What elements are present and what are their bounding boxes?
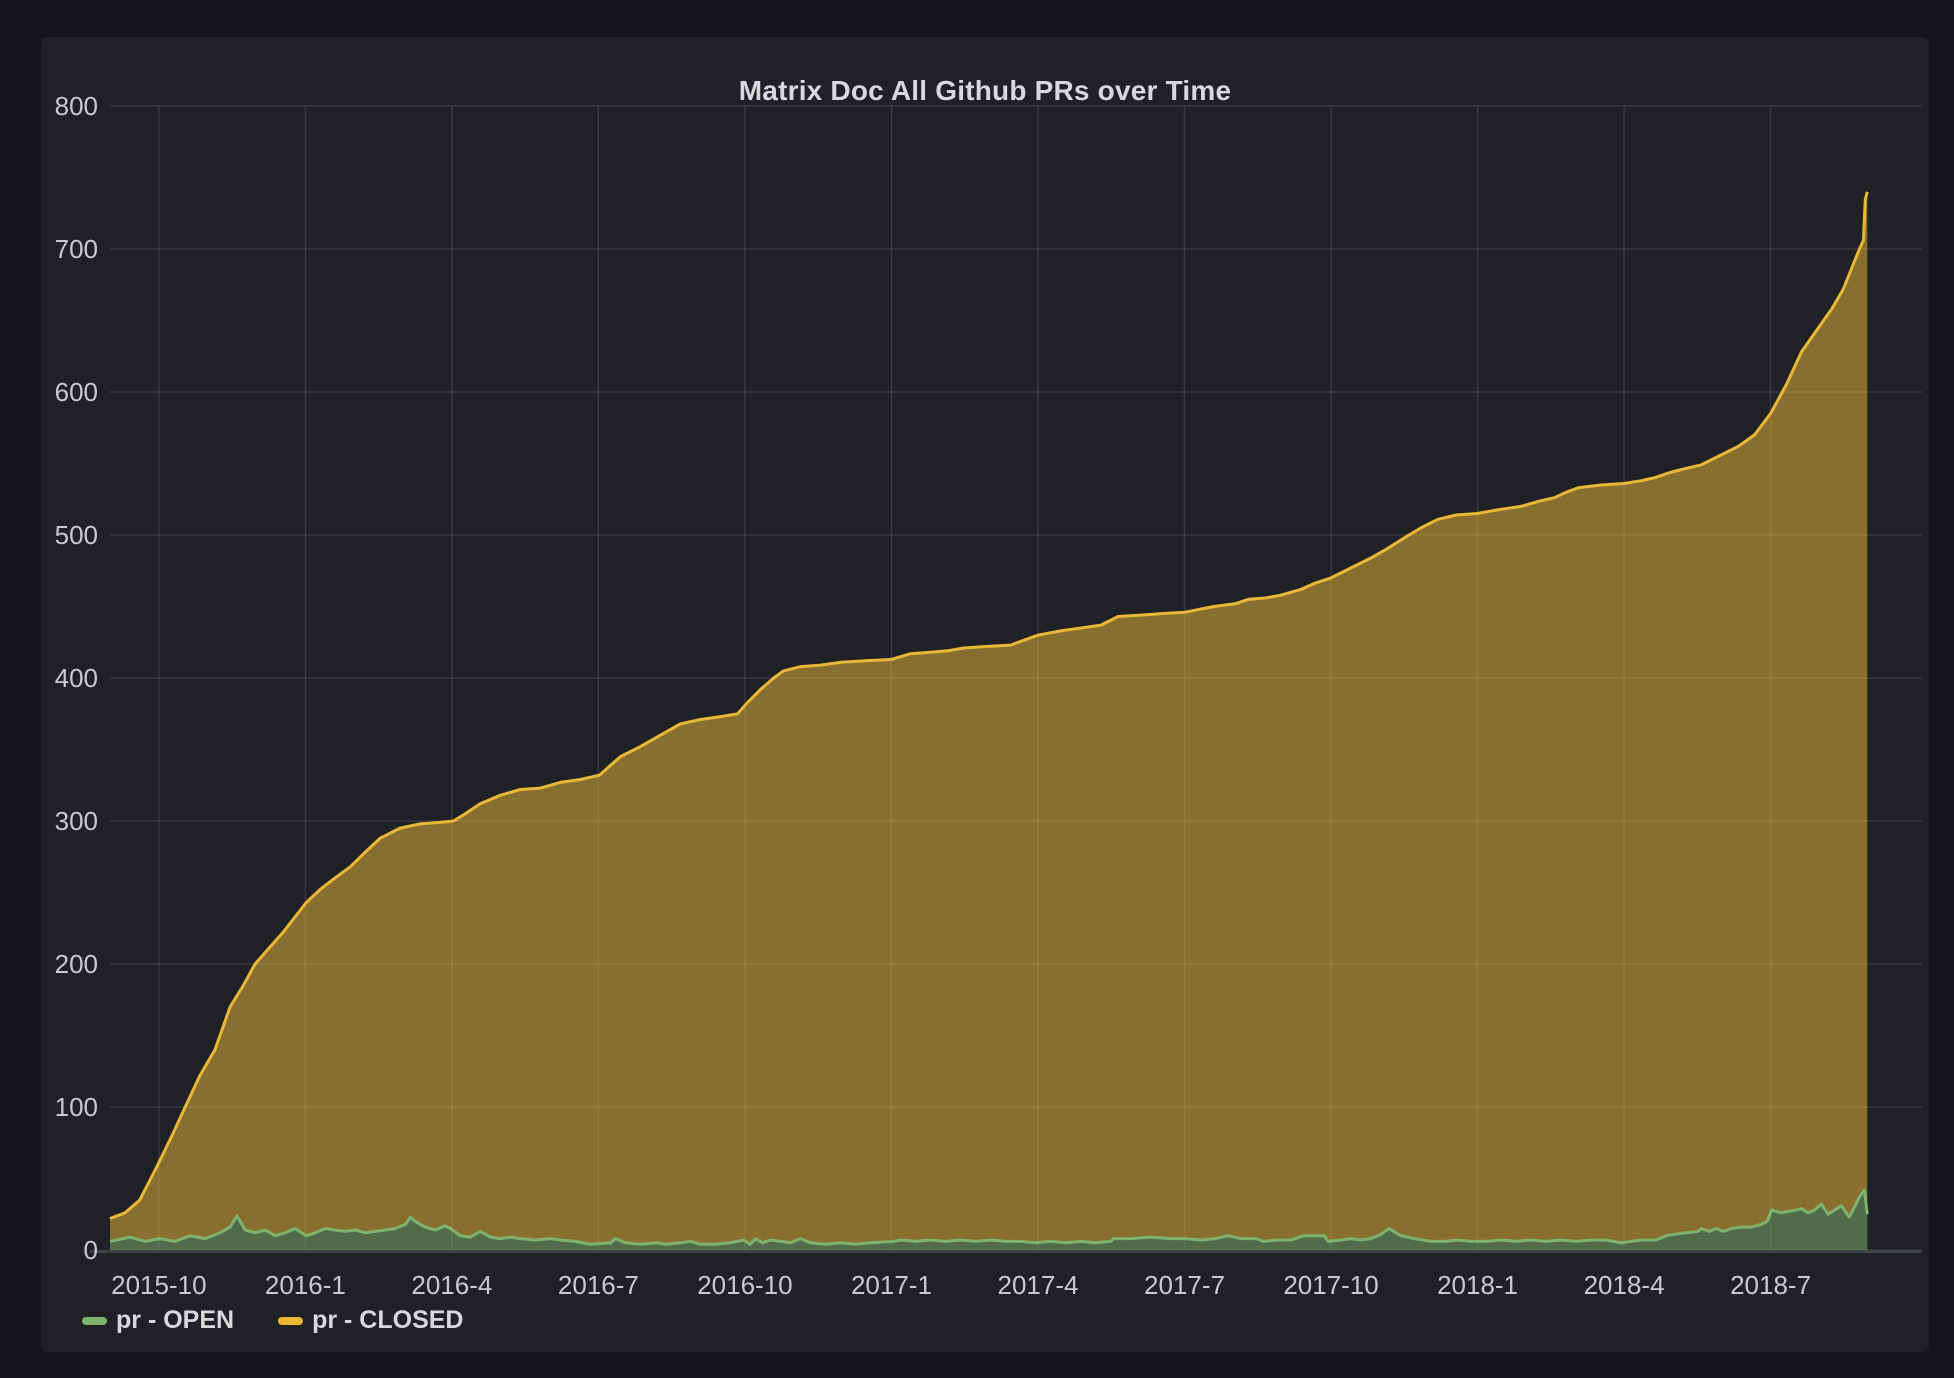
open-series-area <box>110 1189 1868 1250</box>
x-tick-label: 2016-4 <box>411 1270 492 1300</box>
x-tick-label: 2016-10 <box>697 1270 792 1300</box>
x-tick-label: 2018-7 <box>1730 1270 1811 1300</box>
x-tick-label: 2016-7 <box>558 1270 639 1300</box>
panel-title[interactable]: Matrix Doc All Github PRs over Time <box>738 75 1232 106</box>
y-tick-label: 600 <box>55 377 98 407</box>
open-series-swatch-icon <box>82 1316 107 1325</box>
x-axis-line <box>90 1250 1922 1253</box>
legend-item-open[interactable]: pr - OPEN <box>82 1306 234 1335</box>
x-tick-label: 2018-1 <box>1437 1270 1518 1300</box>
x-tick-label: 2017-10 <box>1283 1270 1378 1300</box>
x-tick-label: 2015-10 <box>111 1270 206 1300</box>
closed-series-swatch-icon <box>278 1316 304 1325</box>
legend: pr - OPEN pr - CLOSED <box>82 1306 463 1335</box>
x-tick-label: 2017-7 <box>1144 1270 1225 1300</box>
y-tick-label: 0 <box>84 1235 98 1265</box>
x-tick-label: 2017-4 <box>997 1270 1078 1300</box>
y-tick-label: 500 <box>55 520 98 550</box>
closed-series-area <box>110 191 1868 1245</box>
x-tick-label: 2018-4 <box>1584 1270 1665 1300</box>
y-tick-label: 800 <box>55 91 98 121</box>
y-axis-labels: 0 100 200 300 400 500 600 700 800 <box>55 91 98 1265</box>
legend-label-open: pr - OPEN <box>116 1306 235 1334</box>
y-tick-label: 200 <box>55 949 98 979</box>
x-axis-labels: 2015-10 2016-1 2016-4 2016-7 2016-10 2017-1 20… <box>111 1270 1811 1300</box>
y-tick-label: 300 <box>55 806 98 836</box>
x-tick-label: 2016-1 <box>265 1270 346 1300</box>
legend-label-closed: pr - CLOSED <box>312 1306 464 1334</box>
x-tick-label: 2017-1 <box>851 1270 932 1300</box>
y-tick-label: 700 <box>55 234 98 264</box>
legend-item-closed[interactable]: pr - CLOSED <box>278 1306 463 1335</box>
y-tick-label: 100 <box>55 1092 98 1122</box>
closed-series-line <box>109 191 1869 1220</box>
y-tick-label: 400 <box>55 663 98 693</box>
open-series-line <box>109 1188 1869 1246</box>
